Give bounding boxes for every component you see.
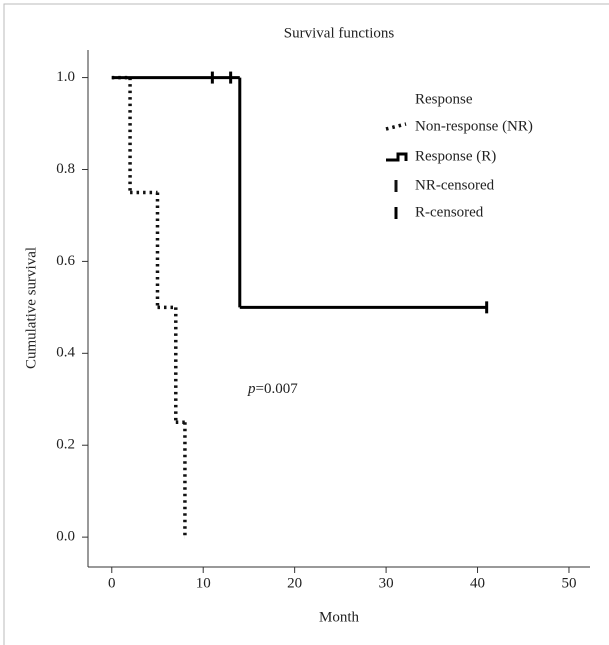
- chart-title: Survival functions: [284, 25, 395, 41]
- legend-symbol: [385, 122, 407, 131]
- legend-label: Response (R): [415, 148, 496, 164]
- y-tick-label: 0.2: [56, 437, 75, 453]
- frame: [3, 3, 609, 645]
- y-axis-label: Cumulative survival: [23, 247, 39, 369]
- annotation-value: =0.007: [256, 381, 299, 397]
- y-tick-label: 0.4: [56, 345, 75, 361]
- x-tick-label: 20: [287, 575, 302, 591]
- y-tick-label: 0.0: [56, 529, 75, 545]
- y-tick-label: 0.8: [56, 161, 75, 177]
- legend-symbol: [386, 152, 408, 162]
- x-tick-label: 50: [561, 575, 576, 591]
- annotation: p=0.007: [247, 381, 298, 397]
- x-axis-label: Month: [319, 609, 360, 625]
- x-tick-label: 10: [196, 575, 211, 591]
- y-tick-label: 1.0: [56, 69, 75, 85]
- legend-label: R-censored: [415, 204, 484, 220]
- legend-label: NR-censored: [415, 177, 495, 193]
- y-tick-label: 0.6: [56, 253, 75, 269]
- annotation-p: p: [247, 381, 256, 397]
- legend-title: Response: [415, 91, 473, 107]
- legend-label: Non-response (NR): [415, 118, 533, 134]
- x-tick-label: 30: [379, 575, 394, 591]
- x-tick-label: 40: [470, 575, 485, 591]
- x-tick-label: 0: [108, 575, 116, 591]
